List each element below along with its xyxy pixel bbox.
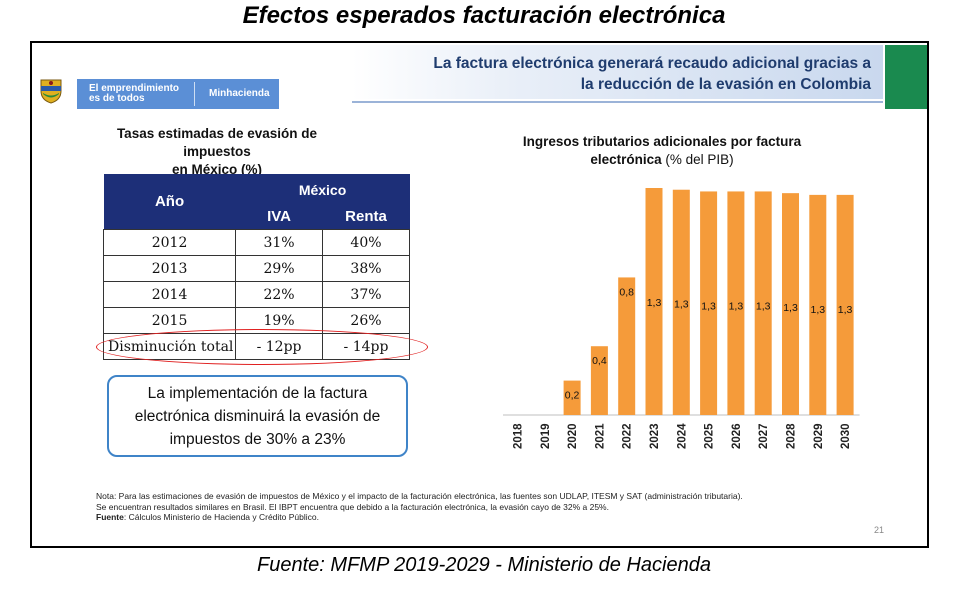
header-country: México [236,174,410,203]
data-label: 1,3 [647,297,662,309]
data-label: 1,3 [729,300,744,312]
table-header-row: Año México [104,174,410,203]
footnote-line2: Se encuentran resultados similares en Br… [96,502,886,513]
slide-headline: La factura electrónica generará recaudo … [351,53,871,95]
coat-of-arms-icon [37,77,65,105]
cell-renta: 26% [322,308,409,334]
footnote-source-text: : Cálculos Ministerio de Hacienda y Créd… [124,512,319,522]
x-tick-label: 2028 [786,423,798,449]
footnote-source: Fuente: Cálculos Ministerio de Hacienda … [96,512,886,523]
cell-renta: 40% [322,230,409,256]
cell-renta: 37% [322,282,409,308]
cell-iva: 31% [236,230,323,256]
x-tick-label: 2018 [513,423,525,449]
cell-year: 2014 [104,282,236,308]
data-label: 0,8 [619,286,634,298]
header-renta: Renta [322,203,409,230]
x-tick-label: 2019 [540,423,552,449]
slide-header: El emprendimiento es de todos Minhaciend… [32,43,927,110]
data-label: 1,3 [756,300,771,312]
data-label: 1,3 [674,299,689,311]
table-title: Tasas estimadas de evasión de impuestos … [92,125,342,179]
page-number: 21 [874,525,884,535]
brand-slogan-line2: es de todos [89,94,179,104]
chart-title-line1: Ingresos tributarios adicionales por fac… [502,133,822,151]
callout-box: La implementación de la factura electrón… [107,375,408,457]
footnote-source-label: Fuente [96,512,124,522]
callout-line2: electrónica disminuirá la evasión de [109,405,406,428]
bottom-source: Fuente: MFMP 2019-2029 - Ministerio de H… [0,554,968,577]
slide-headline-line1: La factura electrónica generará recaudo … [351,53,871,74]
cell-year: 2012 [104,230,236,256]
x-tick-label: 2026 [731,423,743,449]
footnote-line1: Nota: Para las estimaciones de evasión d… [96,491,886,502]
x-tick-label: 2024 [676,423,688,449]
cell-iva: 22% [236,282,323,308]
brand-banner: El emprendimiento es de todos Minhaciend… [77,79,279,109]
x-tick-label: 2021 [594,423,606,449]
slide: El emprendimiento es de todos Minhaciend… [30,41,929,548]
page-title: Efectos esperados facturación electrónic… [0,2,968,30]
green-accent-bar [885,45,927,109]
callout-line1: La implementación de la factura [109,382,406,405]
brand-ministry: Minhacienda [209,88,270,99]
x-tick-label: 2020 [567,423,579,449]
table-row: 2013 29% 38% [104,256,410,282]
data-label: 1,3 [810,304,825,316]
footnote: Nota: Para las estimaciones de evasión d… [96,491,886,523]
slide-headline-line2: la reducción de la evasión en Colombia [351,74,871,95]
table-title-line1: Tasas estimadas de evasión de impuestos [92,125,342,161]
data-label: 0,2 [565,390,580,402]
header-iva: IVA [236,203,323,230]
data-label: 1,3 [783,302,798,314]
brand-divider [194,82,195,106]
x-tick-label: 2029 [813,423,825,449]
x-tick-label: 2027 [758,423,770,449]
brand-slogan: El emprendimiento es de todos [89,84,179,104]
header-year: Año [104,174,236,230]
cell-year: 2013 [104,256,236,282]
revenue-bar-chart: 2018 2019 0,2 2020 0,4 2021 0,8 2022 1,3 2023 1,3 2… [482,163,842,463]
highlight-ellipse [96,329,428,365]
table-row: 2014 22% 37% [104,282,410,308]
x-tick-label: 2025 [704,423,716,449]
x-tick-label: 2023 [649,423,661,449]
cell-renta: 38% [322,256,409,282]
data-label: 0,4 [592,355,607,367]
data-label: 1,3 [701,300,716,312]
callout-line3: impuestos de 30% a 23% [109,428,406,451]
data-label: 1,3 [838,304,853,316]
x-tick-label: 2022 [622,423,634,449]
headline-underline [352,101,883,103]
cell-iva: 29% [236,256,323,282]
x-tick-label: 2030 [840,423,852,449]
table-row: 2012 31% 40% [104,230,410,256]
